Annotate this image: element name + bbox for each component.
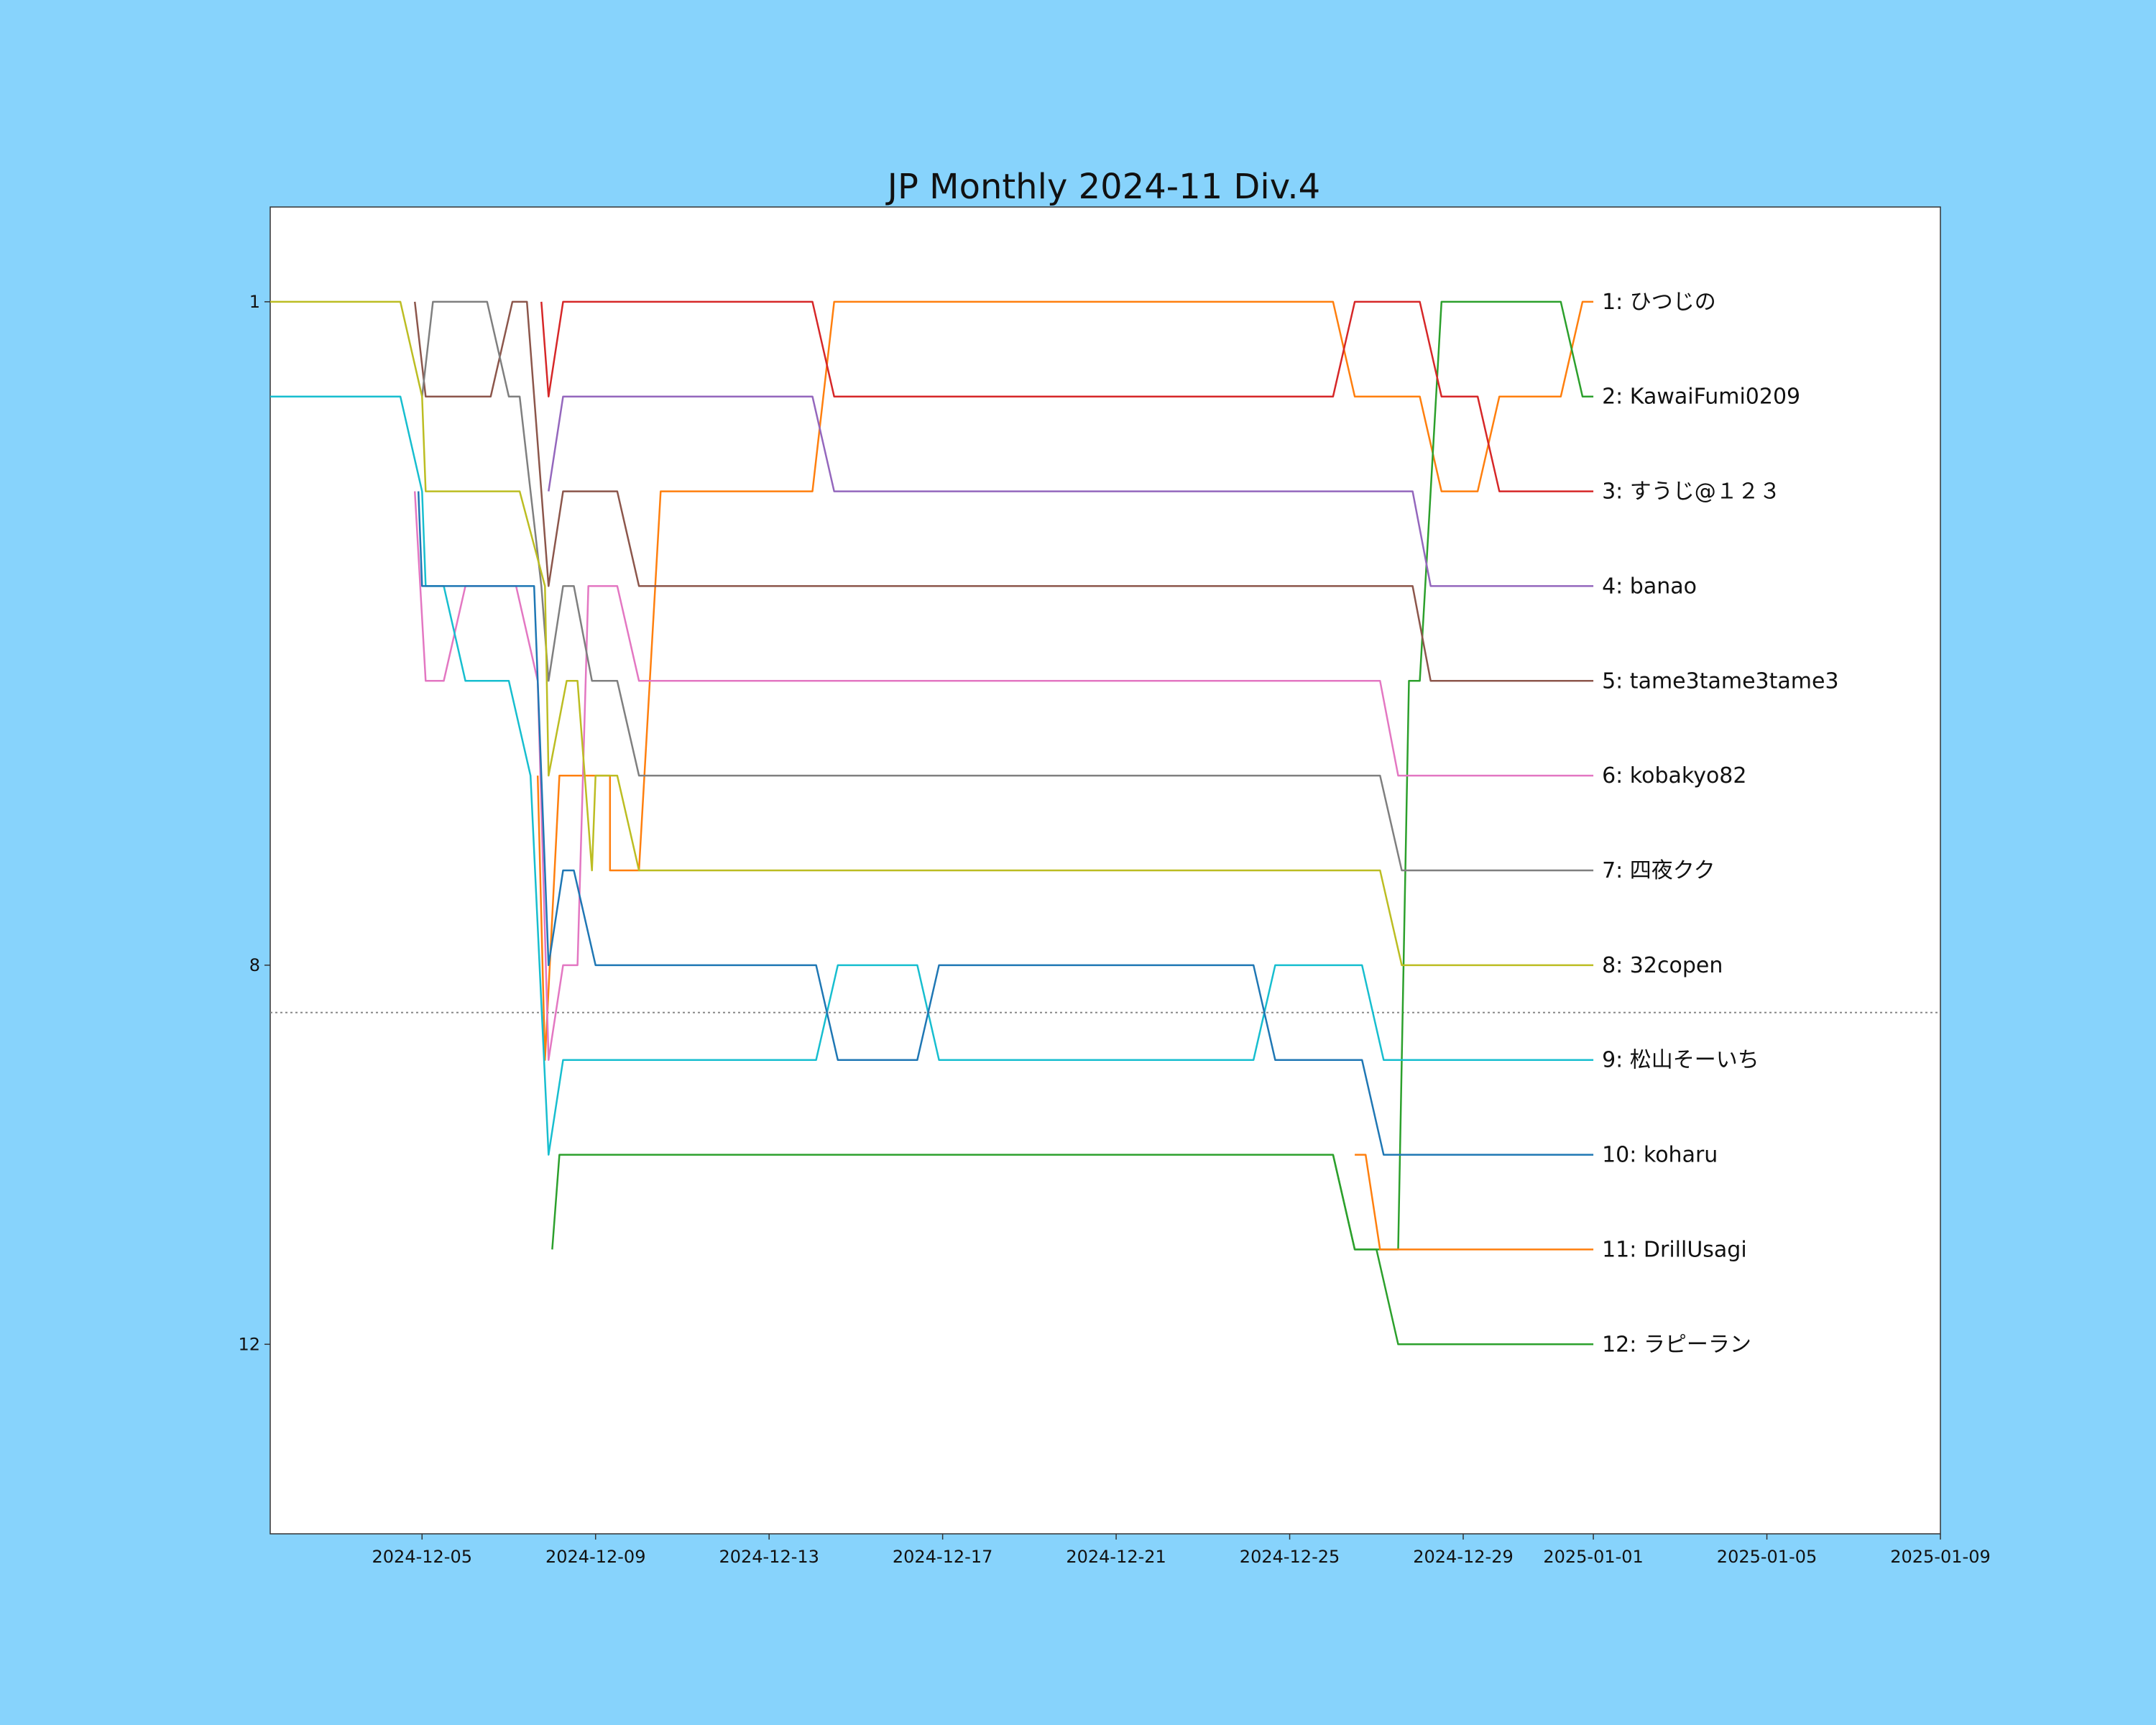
x-tick-label: 2024-12-25 xyxy=(1240,1547,1340,1567)
x-tick-label: 2024-12-09 xyxy=(545,1547,645,1567)
series-label-1: 1: ひつじの xyxy=(1602,290,1716,315)
series-labels: 1: ひつじの 2: KawaiFumi0209 3: すうじ@１２３ 4: bana… xyxy=(1602,290,1838,1357)
x-tick-label: 2024-12-05 xyxy=(372,1547,472,1567)
x-tick-label: 2024-12-13 xyxy=(719,1547,819,1567)
x-tick-label: 2024-12-29 xyxy=(1413,1547,1513,1567)
series-line-3 xyxy=(540,300,1594,492)
chart-title: JP Monthly 2024-11 Div.4 xyxy=(885,167,1320,207)
series-line-6 xyxy=(413,491,1594,1061)
x-tick-label: 2024-12-21 xyxy=(1066,1547,1166,1567)
series-label-4: 4: banao xyxy=(1602,574,1697,599)
y-tick-label: 12 xyxy=(238,1334,260,1354)
series-line-5 xyxy=(413,300,1594,682)
series-label-12: 12: ラピーラン xyxy=(1602,1332,1751,1357)
x-tick-label: 2025-01-05 xyxy=(1717,1547,1817,1567)
series-label-7: 7: 四夜クク xyxy=(1602,858,1715,883)
series-label-5: 5: tame3tame3tame3 xyxy=(1602,668,1838,694)
series-label-8: 8: 32copen xyxy=(1602,953,1723,978)
x-tick-label: 2025-01-01 xyxy=(1543,1547,1643,1567)
series-label-2: 2: KawaiFumi0209 xyxy=(1602,385,1800,410)
series-line-10 xyxy=(417,491,1594,1156)
series-line-7 xyxy=(421,300,1594,872)
series-lines xyxy=(270,300,1594,1346)
series-line-4 xyxy=(548,395,1594,587)
x-tick-label: 2024-12-17 xyxy=(893,1547,992,1567)
y-tick-label: 1 xyxy=(249,292,260,312)
series-line-8 xyxy=(270,300,1594,967)
x-tick-label: 2025-01-09 xyxy=(1890,1547,1990,1567)
x-axis: 2024-12-05 2024-12-09 2024-12-13 2024-12-17… xyxy=(372,1534,1991,1567)
series-label-11: 11: DrillUsagi xyxy=(1602,1237,1747,1262)
y-tick-label: 8 xyxy=(249,955,260,975)
series-line-11 xyxy=(1355,1154,1594,1251)
series-label-10: 10: koharu xyxy=(1602,1143,1718,1168)
series-label-3: 3: すうじ@１２３ xyxy=(1602,479,1781,505)
series-line-12 xyxy=(1332,1154,1594,1346)
series-label-6: 6: kobakyo82 xyxy=(1602,763,1746,788)
series-label-9: 9: 松山そーいち xyxy=(1602,1048,1759,1073)
